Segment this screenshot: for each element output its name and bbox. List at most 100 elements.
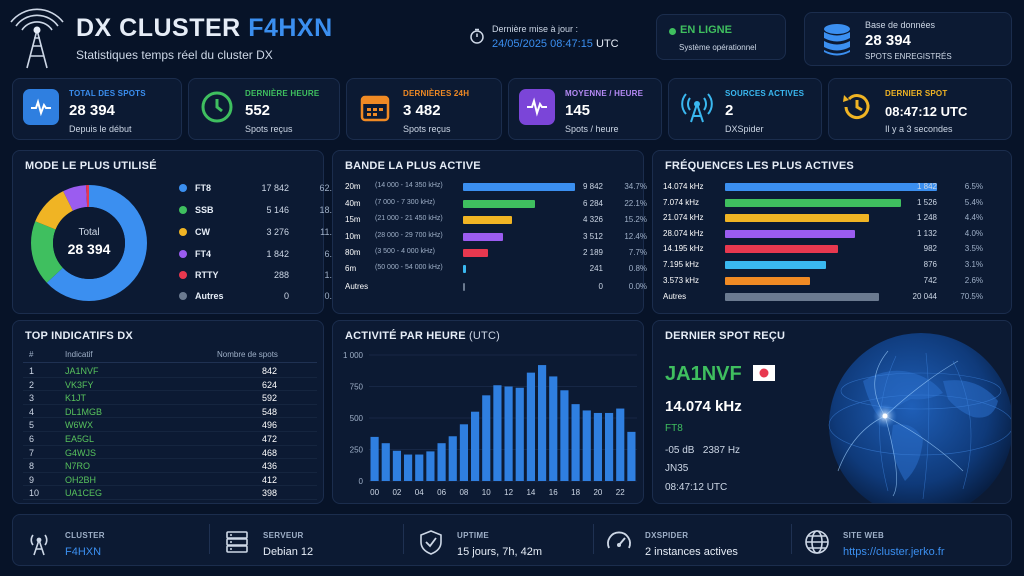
card-sub: Depuis le début (69, 124, 132, 134)
freq-row: 14.195 kHz 982 3.5% (663, 243, 1003, 255)
japan-flag-icon (753, 365, 775, 381)
hour-bar (605, 412, 614, 481)
band-bar (463, 216, 513, 224)
row-count: 436 (261, 461, 277, 472)
legend-count: 3 276 (266, 227, 289, 237)
freq-pct: 3.5% (964, 244, 983, 253)
hour-bar (404, 454, 413, 481)
website-link[interactable]: https://cluster.jerko.fr (843, 546, 945, 558)
table-row[interactable]: 4 DL1MGB 548 (23, 405, 317, 419)
freq-name: 28.074 kHz (663, 229, 704, 238)
legend-count: 288 (273, 270, 289, 280)
band-pct: 12.4% (624, 232, 647, 241)
legend-name: FT8 (195, 183, 212, 193)
shield-icon (420, 530, 442, 555)
hour-bar (571, 404, 580, 481)
antenna-icon (30, 534, 48, 556)
band-row: 20m (14 000 - 14 350 kHz) 9 842 34.7% (345, 181, 647, 193)
freq-name: 7.074 kHz (663, 198, 700, 207)
table-row[interactable]: 7 G4WJS 468 (23, 446, 317, 460)
band-count: 6 284 (582, 199, 603, 208)
card-value: 08:47:12 UTC (885, 104, 968, 119)
band-name: 10m (345, 232, 361, 241)
band-pct: 34.7% (624, 182, 647, 191)
freq-row: 14.074 kHz 1 842 6.5% (663, 181, 1003, 193)
table-row[interactable]: 2 VK3FY 624 (23, 378, 317, 392)
hour-bar (426, 451, 435, 481)
card-value: 2 (725, 102, 734, 119)
freq-name: 21.074 kHz (663, 213, 704, 222)
hour-bar (616, 408, 625, 481)
row-callsign[interactable]: JA1NVF (65, 366, 99, 376)
freq-row: 3.573 kHz 742 2.6% (663, 275, 1003, 287)
hour-bar (459, 424, 468, 481)
legend-name: Autres (195, 291, 224, 301)
freqs-panel: FRÉQUENCES LES PLUS ACTIVES 14.074 kHz 1 … (652, 150, 1012, 314)
table-row[interactable]: 3 K1JT 592 (23, 391, 317, 405)
legend-item: RTTY2881.0% (179, 268, 345, 282)
db-label: Base de données (865, 20, 936, 30)
table-row[interactable]: 8 N7RO 436 (23, 459, 317, 473)
footer-value: 15 jours, 7h, 42m (457, 546, 542, 558)
row-callsign[interactable]: DL1MGB (65, 406, 103, 417)
col-count: Nombre de spots (217, 350, 278, 359)
row-callsign[interactable]: W6WX (65, 420, 93, 431)
table-row[interactable]: 1 JA1NVF 842 (23, 364, 317, 378)
last-spot-panel: DERNIER SPOT REÇU JA1NVF 14.074 kHz FT8 … (652, 320, 1012, 504)
band-count: 9 842 (582, 182, 603, 191)
freq-pct: 3.1% (964, 260, 983, 269)
legend-dot (179, 206, 187, 214)
row-callsign[interactable]: OH2BH (65, 474, 97, 485)
row-callsign[interactable]: VK3FY (65, 379, 94, 390)
band-bar (463, 200, 535, 208)
panel-title: MODE LE PLUS UTILISÉ (25, 160, 157, 172)
legend-dot (179, 292, 187, 300)
freq-pct: 4.0% (964, 229, 983, 238)
row-callsign[interactable]: N7RO (65, 461, 91, 472)
calendar-icon (357, 89, 393, 125)
footer-server: SERVEUR Debian 12 (223, 518, 393, 564)
clock-icon (199, 89, 235, 125)
table-row[interactable]: 9 OH2BH 412 (23, 473, 317, 487)
band-bar (463, 265, 466, 273)
row-callsign[interactable]: K1JT (65, 393, 87, 404)
footer-website[interactable]: SITE WEB https://cluster.jerko.fr (803, 518, 1003, 564)
footer-bar: CLUSTER F4HXN SERVEUR Debian 12 UPTIME 1… (12, 514, 1012, 566)
freq-bar (725, 245, 839, 253)
card-value: 3 482 (403, 102, 441, 119)
freq-row: 7.074 kHz 1 526 5.4% (663, 197, 1003, 209)
panel-title: DERNIER SPOT REÇU (665, 330, 786, 342)
db-sub: SPOTS ENREGISTRÉS (865, 52, 952, 61)
spot-time: 08:47:12 UTC (665, 482, 728, 493)
page-subtitle: Statistiques temps réel du cluster DX (76, 48, 273, 62)
y-tick-label: 500 (350, 414, 364, 423)
row-rank: 3 (29, 393, 35, 404)
freq-bar (725, 214, 869, 222)
row-rank: 4 (29, 406, 35, 417)
table-row[interactable]: 10 UA1CEG 398 (23, 486, 317, 500)
row-callsign[interactable]: G4WJS (65, 447, 97, 458)
y-tick-label: 250 (350, 446, 364, 455)
legend-count: 1 842 (266, 249, 289, 259)
y-tick-label: 750 (350, 383, 364, 392)
row-callsign[interactable]: UA1CEG (65, 488, 103, 499)
donut-center-value: 28 394 (67, 241, 111, 257)
freq-count: 1 526 (916, 198, 937, 207)
globe-map-image (828, 333, 1011, 503)
band-name: 6m (345, 264, 357, 273)
x-tick-label: 00 (370, 488, 379, 497)
table-row[interactable]: 5 W6WX 496 (23, 418, 317, 432)
freq-bar (725, 199, 901, 207)
footer-divider (403, 524, 404, 554)
legend-count: 5 146 (266, 205, 289, 215)
row-callsign[interactable]: EA5GL (65, 434, 95, 444)
modes-donut-chart (31, 185, 147, 301)
x-tick-label: 12 (504, 488, 513, 497)
band-pct: 15.2% (624, 215, 647, 224)
hour-bar (504, 386, 513, 481)
table-row[interactable]: 6 EA5GL 472 (23, 432, 317, 446)
footer-value: 2 instances actives (645, 546, 738, 558)
legend-name: FT4 (195, 249, 212, 259)
